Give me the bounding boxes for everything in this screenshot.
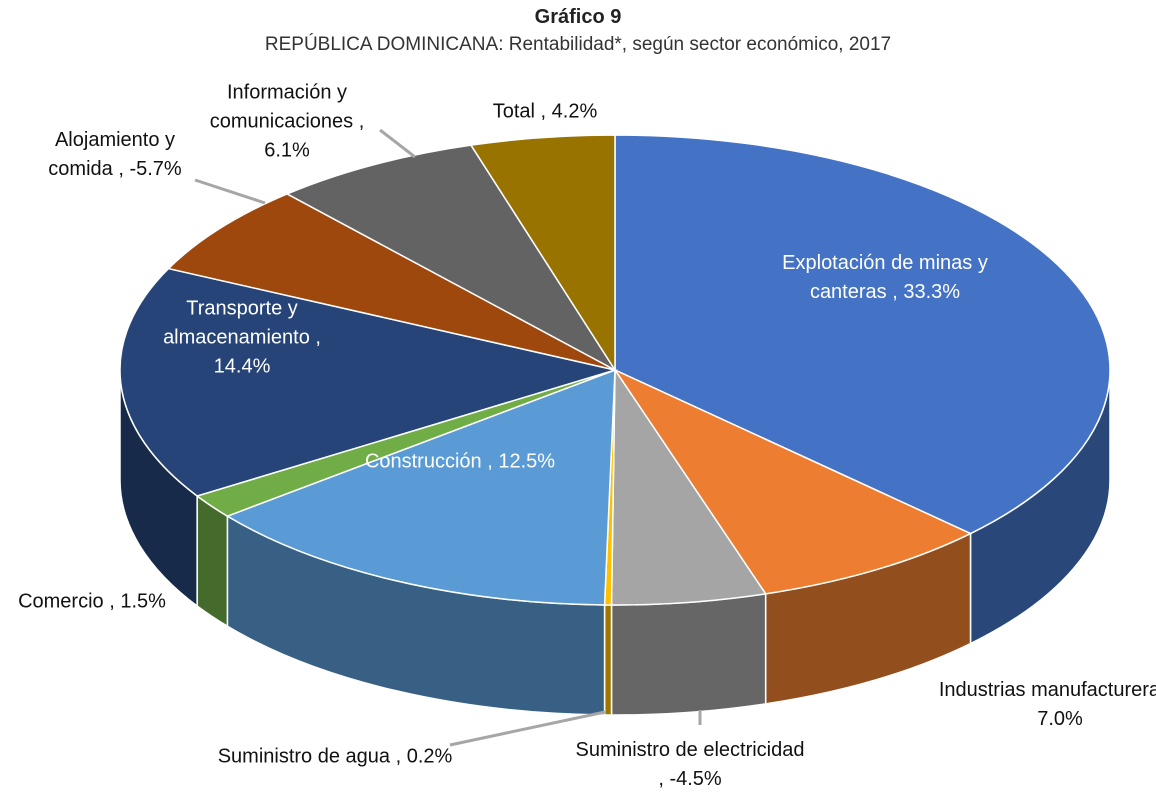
label-separator: , — [390, 745, 407, 768]
data-label: Información y comunicaciones , 6.1% — [187, 79, 387, 166]
slice-sides — [119, 369, 1111, 716]
category-name: Suministro de electricidad — [575, 739, 805, 761]
value-label: 12.5% — [498, 450, 556, 473]
slice — [285, 144, 618, 373]
slice — [225, 368, 616, 606]
leader-line — [379, 128, 416, 159]
data-label: Industrias manufactureras , 7.0% — [930, 676, 1156, 734]
label-separator: , — [112, 158, 130, 180]
category-name: Información y comunicaciones — [209, 81, 354, 133]
chart-title: Gráfico 9 — [534, 6, 622, 28]
data-label: Suministro de agua , 0.2% — [215, 743, 455, 772]
data-label: Construcción , 12.5% — [325, 448, 595, 477]
category-name: Suministro de agua — [217, 745, 391, 768]
label-separator: , — [309, 326, 327, 349]
category-name: Industrias manufactureras — [938, 679, 1156, 701]
value-label: -4.5% — [669, 768, 722, 790]
value-label: 0.2% — [406, 745, 453, 768]
slice-side — [610, 592, 767, 716]
category-name: Transporte y almacenamiento — [163, 297, 310, 349]
slice — [119, 267, 618, 497]
category-name: Explotación de minas y canteras — [782, 252, 994, 303]
category-name: Comercio — [18, 590, 104, 613]
value-label: 6.1% — [264, 139, 310, 162]
data-label: Suministro de electricidad , -4.5% — [575, 736, 805, 794]
label-separator: , — [103, 590, 121, 613]
data-label: Comercio , 1.5% — [0, 588, 192, 617]
label-separator: , — [886, 281, 904, 303]
label-separator: , — [353, 110, 370, 133]
value-label: 7.0% — [1037, 708, 1083, 730]
data-label: Total , 4.2% — [460, 98, 630, 127]
label-separator: , — [534, 100, 552, 123]
leader-line — [449, 710, 606, 747]
slice — [166, 193, 616, 371]
value-label: 4.2% — [551, 100, 598, 123]
data-label: Explotación de minas y canteras , 33.3% — [755, 249, 1015, 307]
data-label: Alojamiento y comida , -5.7% — [20, 126, 210, 184]
value-label: 33.3% — [903, 281, 961, 303]
data-label: Transporte y almacenamiento , 14.4% — [132, 295, 352, 382]
value-label: 1.5% — [120, 590, 166, 613]
chart-subtitle: REPÚBLICA DOMINICANA: Rentabilidad*, seg… — [264, 34, 892, 55]
category-name: Construcción — [364, 450, 482, 473]
slice — [612, 368, 973, 595]
slice-side — [196, 494, 229, 628]
slice — [610, 367, 767, 606]
slice — [469, 134, 616, 373]
label-separator: , — [658, 739, 811, 790]
label-separator: , — [481, 450, 499, 473]
value-label: 14.4% — [213, 355, 271, 378]
category-name: Total — [492, 100, 535, 123]
value-label: -5.7% — [129, 158, 182, 180]
slice-side — [603, 604, 613, 716]
leader-line — [194, 178, 266, 205]
slice — [614, 134, 1111, 535]
slice-tops — [119, 134, 1111, 606]
category-name: Alojamiento y comida — [48, 129, 181, 180]
